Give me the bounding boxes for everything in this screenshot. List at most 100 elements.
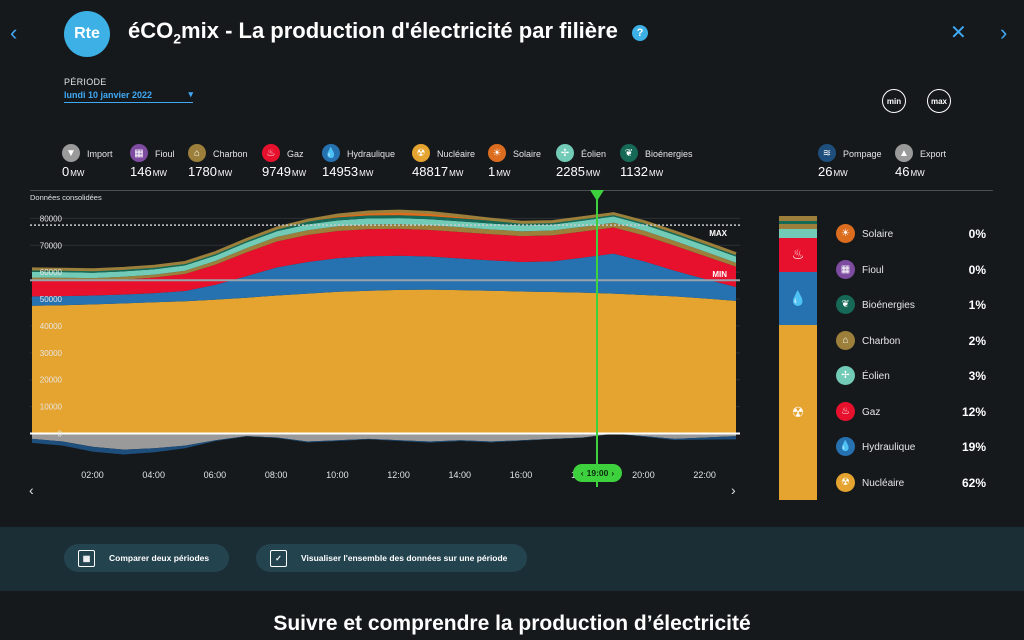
share-row: ❦ Bioénergies 1%	[836, 295, 986, 315]
share-label: Fioul	[862, 264, 884, 276]
max-button[interactable]: max	[927, 89, 951, 113]
share-segment-bioenergies	[779, 220, 817, 224]
title-suffix: mix - La production d'électricité par fi…	[181, 18, 618, 43]
x-tick-label: 20:00	[632, 470, 655, 480]
source-label: Pompage	[843, 149, 882, 159]
x-tick-label: 14:00	[448, 470, 472, 480]
y-tick-label: 30000	[40, 349, 63, 358]
y-tick-label: 60000	[40, 268, 63, 277]
x-tick-label: 06:00	[203, 470, 227, 480]
y-tick-label: 70000	[40, 241, 63, 250]
close-icon[interactable]: ✕	[950, 22, 967, 44]
bioenergies-icon: ❦	[836, 295, 855, 314]
share-segment-eolien	[779, 229, 817, 238]
share-label: Charbon	[862, 335, 901, 347]
min-label: MIN	[712, 270, 727, 279]
compare-label: Comparer deux périodes	[109, 553, 210, 563]
share-row: ✢ Éolien 3%	[836, 366, 986, 386]
consolidated-label: Données consolidées	[30, 193, 102, 202]
share-row: ☀ Solaire 0%	[836, 224, 986, 244]
share-row: ⌂ Charbon 2%	[836, 330, 986, 351]
unit-label: MW	[217, 169, 233, 178]
share-segment-gaz: ♨	[779, 237, 817, 272]
share-value: 0%	[968, 227, 986, 241]
next-arrow[interactable]: ›	[1000, 20, 1008, 45]
x-tick-label: 08:00	[264, 470, 288, 480]
chart-prev-icon[interactable]: ‹	[29, 482, 34, 498]
source-value: 9749MW	[262, 164, 306, 179]
source-label: Fioul	[155, 149, 175, 159]
unit-label: MW	[833, 169, 848, 178]
x-tick-label: 10:00	[326, 470, 349, 480]
unit-label: MW	[359, 169, 374, 178]
production-chart[interactable]: MAX MIN 80000 70000 60000 50000 40000 30000 2000…	[30, 205, 740, 460]
period-label: PÉRIODE	[64, 77, 107, 87]
share-value: 2%	[968, 333, 986, 348]
charbon-icon: ⌂	[188, 144, 206, 162]
source-value: 1132MW	[620, 164, 663, 179]
bioenergies-icon: ❦	[620, 144, 638, 162]
help-icon[interactable]: ?	[632, 25, 648, 41]
page-title: éCO2mix - La production d'électricité pa…	[128, 18, 618, 46]
fioul-icon: ▦	[130, 144, 148, 162]
source-label: Import	[87, 149, 113, 159]
source-value-number: 146	[130, 164, 152, 179]
unit-label: MW	[449, 169, 464, 178]
gaz-icon: ♨	[836, 401, 855, 421]
source-label: Export	[920, 149, 947, 159]
divider	[30, 190, 993, 191]
import-icon: ▼	[62, 144, 80, 162]
fioul-icon: ▦	[836, 259, 855, 279]
x-tick-label: 04:00	[142, 470, 165, 480]
source-value-number: 14953	[322, 164, 359, 179]
total-outline	[31, 209, 737, 272]
cursor-time: 19:00	[586, 468, 609, 478]
time-cursor-label[interactable]: ‹ 19:00 ›	[573, 464, 622, 482]
visualize-label: Visualiser l'ensemble des données sur un…	[301, 553, 508, 563]
share-value: 1%	[968, 298, 986, 312]
unit-label: MW	[585, 169, 601, 178]
unit-label: MW	[496, 169, 511, 178]
period-select[interactable]: lundi 10 janvier 2022 ▾	[64, 89, 193, 103]
share-stacked-bar: ☢ 💧 ♨	[779, 216, 817, 500]
source-value: 14953MW	[322, 164, 373, 179]
min-button[interactable]: min	[882, 89, 906, 113]
x-tick-label: 02:00	[81, 470, 104, 480]
hydraulique-icon: 💧	[836, 437, 855, 456]
cursor-right-icon: ›	[611, 468, 615, 478]
source-value: 146MW	[130, 164, 167, 179]
time-cursor-line[interactable]	[596, 195, 598, 487]
x-tick-label: 22:00	[693, 470, 716, 480]
visualize-data-button[interactable]: ✓ Visualiser l'ensemble des données sur …	[256, 544, 528, 572]
unit-label: MW	[152, 169, 167, 178]
cursor-left-icon: ‹	[580, 468, 584, 478]
share-value: 19%	[961, 440, 986, 454]
share-row: ▦ Fioul 0%	[836, 259, 986, 280]
source-value: 1780MW	[188, 164, 232, 179]
series-area-pompage	[32, 433, 736, 455]
share-segment-other	[779, 216, 817, 221]
share-value: 62%	[961, 475, 986, 490]
source-value-number: 48817	[412, 164, 449, 179]
source-value: 2285MW	[556, 164, 600, 179]
y-tick-label: 0	[58, 429, 63, 438]
share-segment-hydraulique: 💧	[779, 271, 817, 326]
title-subscript: 2	[173, 30, 182, 47]
chart-next-icon[interactable]: ›	[731, 482, 736, 498]
unit-label: MW	[648, 169, 664, 178]
share-label: Hydraulique	[862, 442, 916, 453]
x-tick-label: 16:00	[509, 470, 533, 480]
rte-logo: Rte	[64, 11, 110, 57]
source-value: 1MW	[488, 164, 510, 179]
source-label: Éolien	[581, 149, 607, 159]
calendar-icon: ▦	[78, 549, 95, 567]
compare-periods-button[interactable]: ▦ Comparer deux périodes	[64, 544, 230, 572]
series-area-charbon	[32, 222, 736, 282]
prev-arrow[interactable]: ‹	[10, 20, 18, 45]
y-tick-label: 20000	[40, 376, 63, 385]
share-label: Bioénergies	[862, 300, 915, 311]
logo-text: Rte	[74, 25, 100, 42]
y-tick-label: 50000	[40, 295, 63, 304]
nucleaire-icon: ☢	[836, 472, 855, 492]
time-cursor-handle[interactable]	[590, 190, 604, 201]
